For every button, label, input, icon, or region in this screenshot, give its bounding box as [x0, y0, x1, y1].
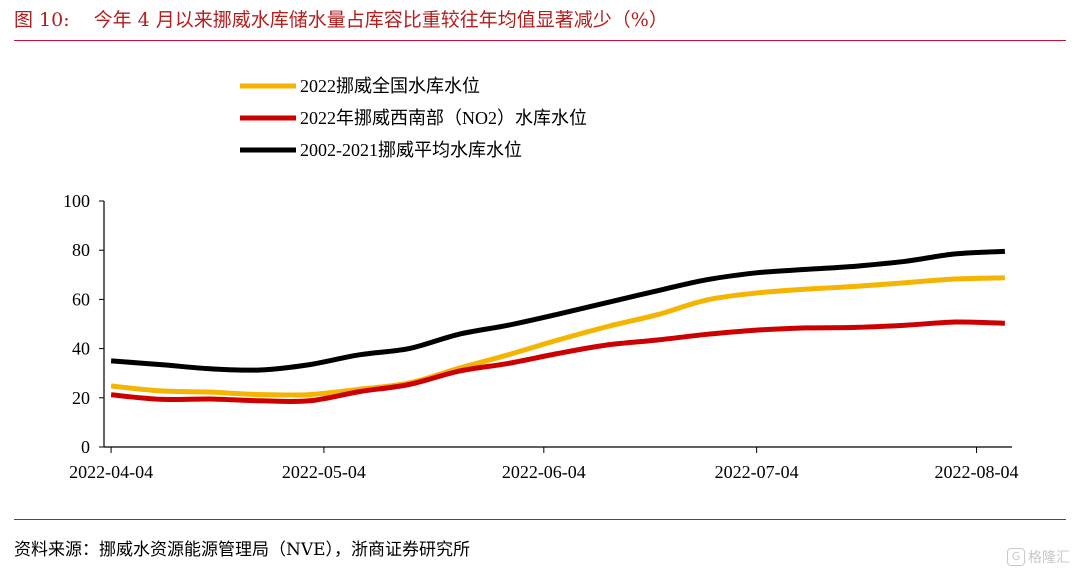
- legend: 2022挪威全国水库水位 2022年挪威西南部（NO2）水库水位 2002-2021…: [240, 76, 587, 160]
- x-tick-label: 2022-05-04: [282, 462, 366, 482]
- series-lines: [110, 248, 1006, 405]
- series-line-2022-national: [110, 275, 1005, 398]
- figure-title-text: 今年 4 月以来挪威水库储水量占库容比重较往年均值显著减少（%）: [93, 9, 668, 31]
- top-rule: [14, 40, 1066, 41]
- series-line-avg: [110, 248, 1006, 373]
- legend-label: 2022年挪威西南部（NO2）水库水位: [300, 108, 587, 128]
- x-tick-label: 2022-04-04: [69, 462, 153, 482]
- legend-label: 2022挪威全国水库水位: [300, 76, 480, 96]
- figure-number: 图 10:: [14, 9, 70, 31]
- axes: [103, 201, 1012, 448]
- x-tick-label: 2022-07-04: [715, 462, 799, 482]
- watermark-logo-icon: G: [1007, 548, 1025, 566]
- line-chart: 2022挪威全国水库水位 2022年挪威西南部（NO2）水库水位 2002-2021…: [63, 76, 1019, 482]
- y-tick-label: 80: [72, 240, 90, 260]
- legend-item-2022-no2: 2022年挪威西南部（NO2）水库水位: [240, 108, 587, 128]
- legend-label: 2002-2021挪威平均水库水位: [300, 140, 522, 160]
- source-note: 资料来源：挪威水资源能源管理局（NVE），浙商证券研究所: [14, 540, 471, 560]
- x-tick-label: 2022-08-04: [935, 462, 1019, 482]
- y-tick-label: 20: [72, 388, 90, 408]
- legend-item-2022-national: 2022挪威全国水库水位: [240, 76, 480, 96]
- y-tick-label: 100: [63, 191, 90, 211]
- bottom-rule: [14, 519, 1066, 520]
- y-tick-label: 40: [72, 339, 90, 359]
- series-line-2022-no2: [110, 319, 1005, 405]
- figure-title: 图 10: 今年 4 月以来挪威水库储水量占库容比重较往年均值显著减少（%）: [14, 5, 668, 32]
- ticks: 0 20 40 60 80 100 2022-04-04 2022-05-04 2022-06-…: [63, 191, 1019, 482]
- x-tick-label: 2022-06-04: [502, 462, 586, 482]
- y-tick-label: 60: [72, 289, 90, 309]
- legend-item-avg: 2002-2021挪威平均水库水位: [240, 140, 522, 160]
- watermark-text: 格隆汇: [1028, 550, 1070, 566]
- y-tick-label: 0: [81, 437, 90, 457]
- watermark: G 格隆汇: [1007, 547, 1070, 567]
